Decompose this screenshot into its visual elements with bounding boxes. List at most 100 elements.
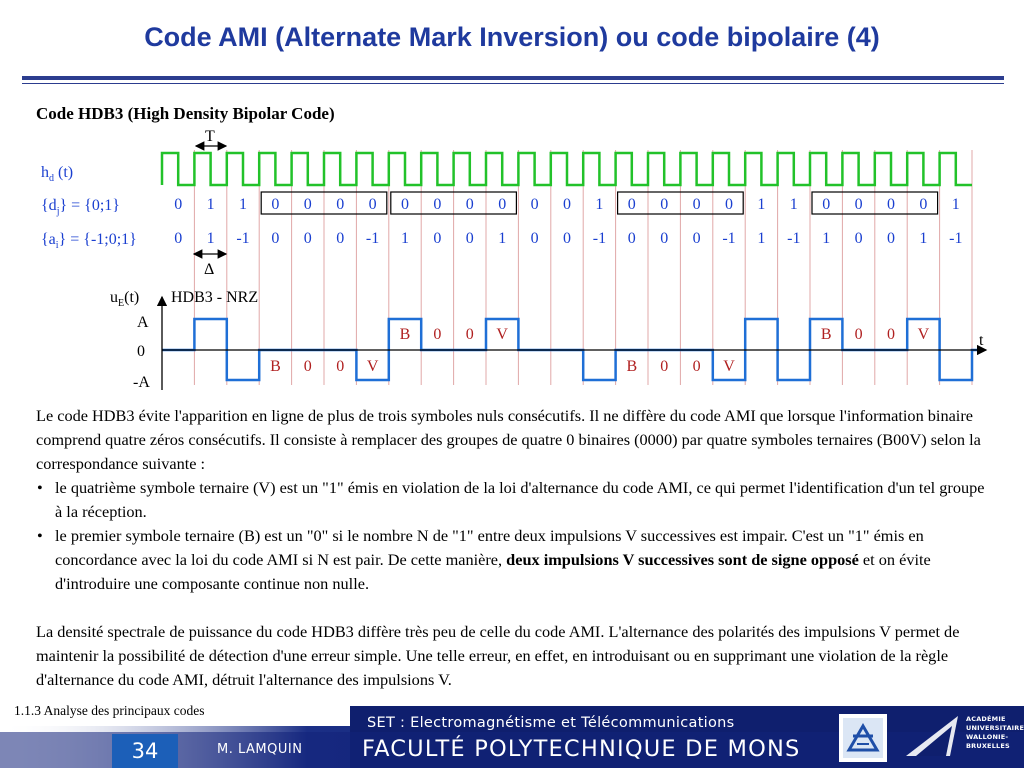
binary-digit: 1 <box>757 196 765 213</box>
b00v-label: V <box>367 358 379 375</box>
author-name: M. LAMQUIN <box>217 742 303 757</box>
rule-b-bullet: le premier symbole ternaire (B) est un "… <box>36 524 986 596</box>
zero-group-box <box>390 191 517 215</box>
b00v-label: 0 <box>304 358 312 375</box>
ternary-symbol: 0 <box>336 230 344 247</box>
y-label-low: -A <box>133 374 150 391</box>
b00v-annotations: B 0 0 V B 0 0 V B 0 0 V B 0 0 V <box>270 326 930 375</box>
b00v-label: 0 <box>660 358 668 375</box>
clock-signal <box>160 151 972 187</box>
binary-digit: 0 <box>531 196 539 213</box>
delta-label: Δ <box>204 261 214 278</box>
a-row-label: {ai} = {-1;0;1} <box>41 231 137 251</box>
period-label: T <box>205 128 215 145</box>
body-text: Le code HDB3 évite l'apparition en ligne… <box>36 404 986 692</box>
binary-digit: 0 <box>466 196 474 213</box>
signal-name: HDB3 - NRZ <box>171 289 258 306</box>
emphasis-text: deux impulsions V successives sont de si… <box>506 550 859 569</box>
ternary-symbol: 0 <box>628 230 636 247</box>
d-row-label: {dj} = {0;1} <box>41 197 120 217</box>
binary-digit: 0 <box>563 196 571 213</box>
ternary-symbol: 0 <box>271 230 279 247</box>
rule-v-bullet: le quatrième symbole ternaire (V) est un… <box>36 476 986 524</box>
binary-digit: 0 <box>174 196 182 213</box>
academy-name: ACADÉMIE UNIVERSITAIRE WALLONIE- BRUXELL… <box>966 715 1024 750</box>
rules-list: le quatrième symbole ternaire (V) est un… <box>36 476 986 596</box>
b00v-label: 0 <box>466 326 474 343</box>
ternary-symbol: 0 <box>531 230 539 247</box>
y-label-zero: 0 <box>137 343 145 360</box>
ternary-symbol: -1 <box>722 230 735 247</box>
ternary-symbol: 1 <box>822 230 830 247</box>
paragraph-intro: Le code HDB3 évite l'apparition en ligne… <box>36 406 981 473</box>
binary-digit: 1 <box>595 196 603 213</box>
ternary-symbol: 1 <box>498 230 506 247</box>
binary-digit: 0 <box>887 196 895 213</box>
ternary-symbol: 0 <box>174 230 182 247</box>
zero-group-box <box>616 191 744 215</box>
b00v-label: 0 <box>887 326 895 343</box>
binary-digit: 0 <box>271 196 279 213</box>
b00v-label: 0 <box>336 358 344 375</box>
ternary-symbol-row: 0 1 -1 0 0 0 -1 1 0 0 1 0 0 -1 0 0 0 -1 1 -1 1 0 0 1 -1 <box>174 230 962 247</box>
b00v-label: B <box>821 326 832 343</box>
faculty-name: FACULTÉ POLYTECHNIQUE DE MONS <box>362 736 801 762</box>
academy-logo-icon <box>906 716 958 756</box>
b00v-label: B <box>270 358 281 375</box>
page-number: 34 <box>112 734 178 768</box>
zero-group-box <box>811 191 939 215</box>
faculty-logo-icon <box>839 714 887 762</box>
section-reference: 1.1.3 Analyse des principaux codes <box>14 703 205 718</box>
ternary-symbol: 0 <box>433 230 441 247</box>
binary-digit: 0 <box>401 196 409 213</box>
b00v-label: V <box>918 326 930 343</box>
b00v-label: 0 <box>855 326 863 343</box>
binary-digit: 0 <box>855 196 863 213</box>
title-rule-thin <box>22 83 1004 84</box>
binary-digit: 1 <box>239 196 247 213</box>
hdb3-timing-diagram: 0 1 1 0 0 0 0 0 0 0 0 0 0 1 0 0 0 0 1 1 0 0 0 0 1 0 1 -1 0 0 0 -1 1 0 0 1 0… <box>41 128 988 391</box>
clock-label: hd (t) <box>41 164 73 184</box>
course-name: SET : Electromagnétisme et Télécommunica… <box>367 715 735 731</box>
ternary-symbol: -1 <box>787 230 800 247</box>
binary-digit: 1 <box>207 196 215 213</box>
ternary-symbol: 1 <box>757 230 765 247</box>
binary-data-row: 0 1 1 0 0 0 0 0 0 0 0 0 0 1 0 0 0 0 1 1 0 0 0 0 1 <box>174 196 960 213</box>
b00v-label: V <box>496 326 508 343</box>
zero-group-boxes <box>260 191 939 215</box>
b00v-label: B <box>400 326 411 343</box>
binary-digit: 0 <box>433 196 441 213</box>
binary-digit: 0 <box>725 196 733 213</box>
ternary-symbol: 0 <box>887 230 895 247</box>
binary-digit: 0 <box>369 196 377 213</box>
binary-digit: 0 <box>304 196 312 213</box>
binary-digit: 0 <box>693 196 701 213</box>
binary-digit: 1 <box>952 196 960 213</box>
b00v-label: B <box>626 358 637 375</box>
footer-bar: SET : Electromagnétisme et Télécommunica… <box>0 706 1024 768</box>
ternary-symbol: 0 <box>563 230 571 247</box>
binary-digit: 0 <box>498 196 506 213</box>
time-axis-label: t <box>979 332 984 349</box>
ternary-symbol: 1 <box>401 230 409 247</box>
binary-digit: 1 <box>790 196 798 213</box>
binary-digit: 0 <box>660 196 668 213</box>
ternary-symbol: -1 <box>949 230 962 247</box>
section-subtitle: Code HDB3 (High Density Bipolar Code) <box>36 104 335 123</box>
ternary-symbol: 0 <box>693 230 701 247</box>
ternary-symbol: 0 <box>660 230 668 247</box>
b00v-label: V <box>723 358 735 375</box>
ternary-symbol: 1 <box>919 230 927 247</box>
binary-digit: 0 <box>919 196 927 213</box>
paragraph-spectral: La densité spectrale de puissance du cod… <box>36 622 960 689</box>
binary-digit: 0 <box>336 196 344 213</box>
b00v-label: 0 <box>693 358 701 375</box>
ternary-symbol: -1 <box>236 230 249 247</box>
binary-digit: 0 <box>822 196 830 213</box>
ternary-symbol: -1 <box>593 230 606 247</box>
ternary-symbol: 0 <box>855 230 863 247</box>
y-label-high: A <box>137 314 149 331</box>
signal-axis-title: uE(t) <box>110 289 139 309</box>
ternary-symbol: -1 <box>366 230 379 247</box>
ternary-symbol: 0 <box>304 230 312 247</box>
